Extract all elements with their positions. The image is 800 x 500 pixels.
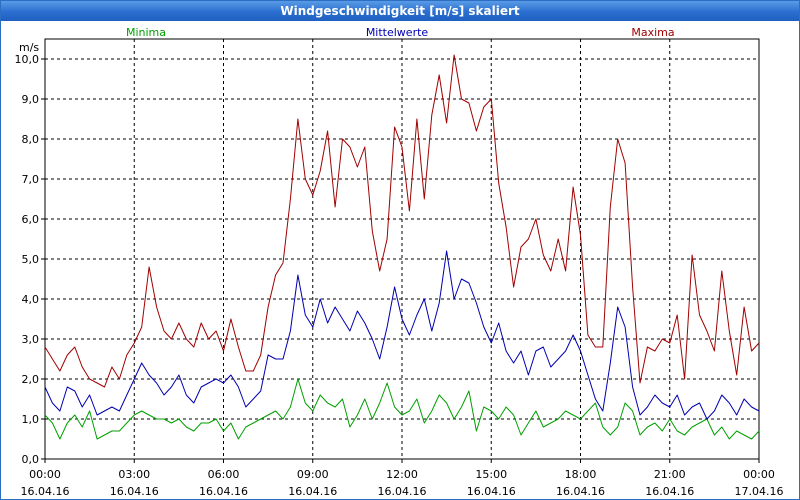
x-tick-date: 16.04.16 (288, 485, 337, 498)
x-tick-time: 06:00 (208, 468, 240, 481)
x-tick-time: 15:00 (475, 468, 507, 481)
x-tick-date: 16.04.16 (21, 485, 70, 498)
x-tick-time: 12:00 (386, 468, 418, 481)
x-tick-date: 16.04.16 (110, 485, 159, 498)
x-tick-date: 17.04.16 (735, 485, 784, 498)
x-tick-time: 00:00 (29, 468, 61, 481)
y-tick-label: 7,0 (22, 173, 40, 186)
y-tick-label: 2,0 (22, 373, 40, 386)
y-tick-label: 6,0 (22, 213, 40, 226)
series-lines (44, 54, 760, 440)
legend-item-maxima: Maxima (631, 26, 674, 39)
x-tick-date: 16.04.16 (645, 485, 694, 498)
series-line-maxima (44, 54, 760, 388)
x-tick-time: 21:00 (654, 468, 686, 481)
grid (45, 39, 759, 459)
y-tick-label: 3,0 (22, 333, 40, 346)
x-tick-time: 03:00 (118, 468, 150, 481)
window-title: Windgeschwindigkeit [m/s] skaliert (1, 1, 799, 21)
x-tick-date: 16.04.16 (199, 485, 248, 498)
y-tick-label: 5,0 (22, 253, 40, 266)
legend-item-mittelwerte: Mittelwerte (366, 26, 429, 39)
y-tick-label: 10,0 (15, 53, 40, 66)
x-tick-time: 18:00 (565, 468, 597, 481)
x-tick-date: 16.04.16 (556, 485, 605, 498)
x-tick-date: 16.04.16 (467, 485, 516, 498)
y-tick-label: 1,0 (22, 413, 40, 426)
x-tick-date: 16.04.16 (378, 485, 427, 498)
legend: Minima Mittelwerte Maxima (126, 26, 675, 39)
legend-item-minima: Minima (126, 26, 166, 39)
x-tick-time: 09:00 (297, 468, 329, 481)
series-line-mittelwerte (44, 250, 760, 420)
series-line-minima (44, 378, 760, 440)
axes: 0,0 1,0 2,0 3,0 4,0 5,0 6,0 7,0 8,0 9,0 10,0m/s 00:… (15, 38, 784, 498)
wind-speed-chart: 0,0 1,0 2,0 3,0 4,0 5,0 6,0 7,0 8,0 9,0 10,0m/s 00:… (15, 26, 784, 498)
y-tick-label: 0,0 (22, 453, 40, 466)
y-axis-label: m/s (19, 41, 39, 54)
x-tick-time: 00:00 (743, 468, 775, 481)
plot-frame (44, 38, 760, 460)
y-tick-label: 8,0 (22, 133, 40, 146)
y-tick-label: 4,0 (22, 293, 40, 306)
y-tick-label: 9,0 (22, 93, 40, 106)
